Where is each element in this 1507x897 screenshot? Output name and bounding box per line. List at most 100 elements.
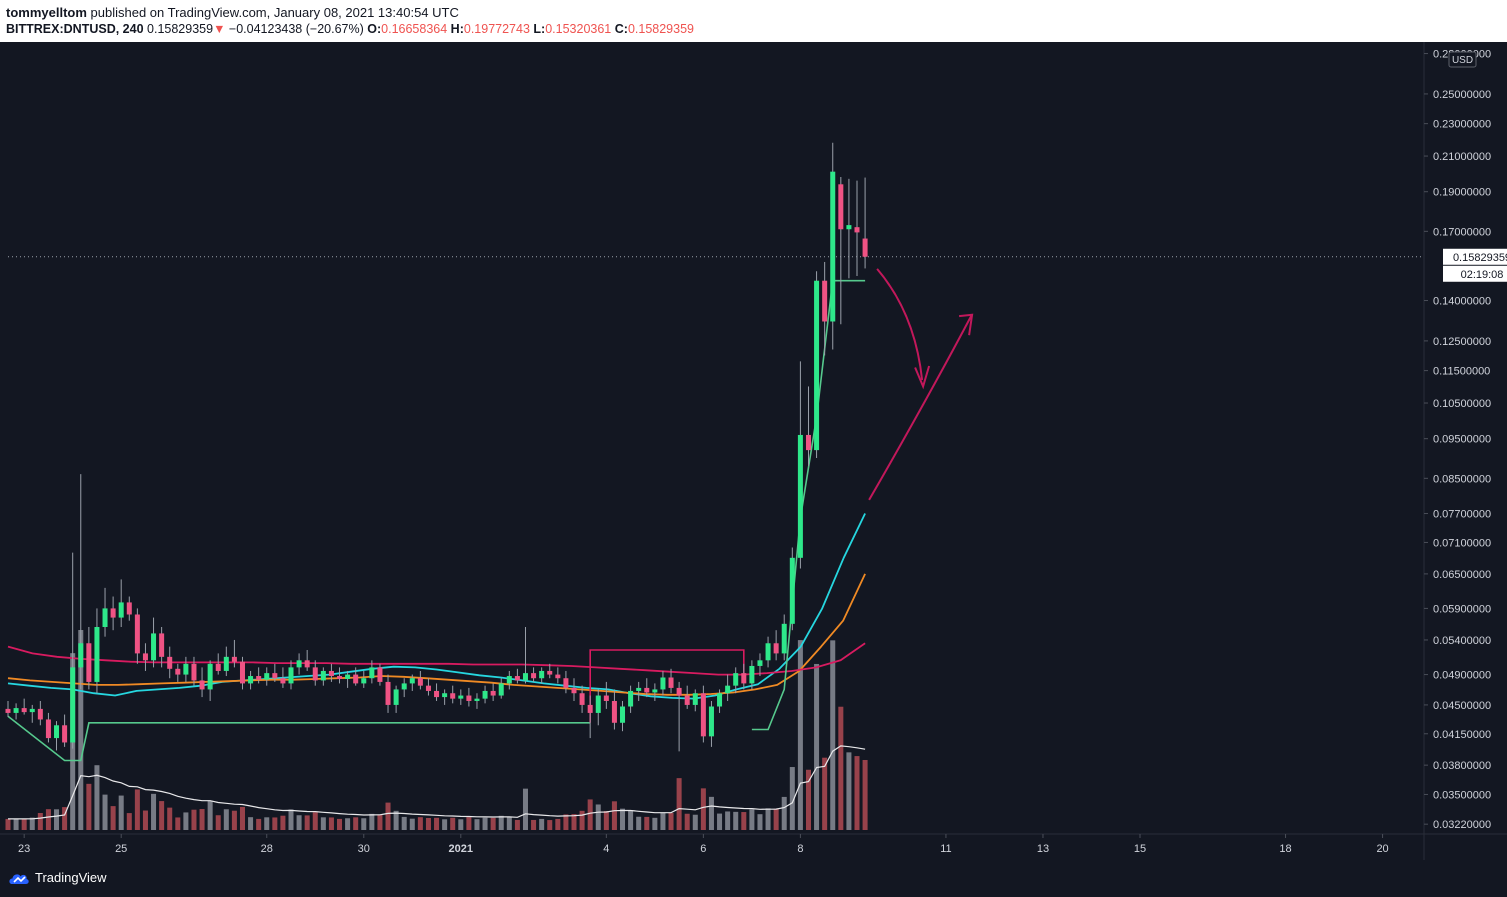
candle[interactable] xyxy=(37,700,43,726)
candle[interactable] xyxy=(571,678,577,701)
candle[interactable] xyxy=(272,663,278,682)
tradingview-logo[interactable]: TradingView xyxy=(8,870,107,885)
candle[interactable] xyxy=(62,714,68,747)
candle[interactable] xyxy=(765,636,771,668)
candle[interactable] xyxy=(539,667,545,684)
candle[interactable] xyxy=(490,683,496,701)
candle[interactable] xyxy=(862,177,868,269)
candle[interactable] xyxy=(611,689,617,730)
candle[interactable] xyxy=(296,653,302,675)
candle[interactable] xyxy=(151,617,157,668)
candle[interactable] xyxy=(814,271,820,458)
candle[interactable] xyxy=(142,643,148,671)
candle[interactable] xyxy=(474,693,480,709)
candle[interactable] xyxy=(264,667,270,686)
candle[interactable] xyxy=(482,685,488,704)
candle[interactable] xyxy=(337,667,343,684)
candle[interactable] xyxy=(102,587,108,637)
candle[interactable] xyxy=(668,668,674,694)
candle[interactable] xyxy=(741,663,747,690)
candle[interactable] xyxy=(304,649,310,671)
candle[interactable] xyxy=(757,653,763,677)
candle[interactable] xyxy=(78,474,84,690)
candle[interactable] xyxy=(94,608,100,694)
candle[interactable] xyxy=(676,681,682,752)
candle[interactable] xyxy=(134,608,140,664)
candle[interactable] xyxy=(603,681,609,709)
candle[interactable] xyxy=(353,667,359,686)
candle[interactable] xyxy=(409,674,415,691)
candle[interactable] xyxy=(660,670,666,696)
candle[interactable] xyxy=(110,596,116,631)
candle[interactable] xyxy=(797,361,803,569)
candle[interactable] xyxy=(223,646,229,677)
candle[interactable] xyxy=(207,660,213,701)
candle[interactable] xyxy=(369,660,375,684)
candle[interactable] xyxy=(215,653,221,675)
candle[interactable] xyxy=(417,670,423,690)
candle[interactable] xyxy=(644,678,650,698)
candle[interactable] xyxy=(118,579,124,627)
candle[interactable] xyxy=(620,700,626,732)
candle[interactable] xyxy=(717,689,723,713)
candle[interactable] xyxy=(159,626,165,668)
candle[interactable] xyxy=(385,674,391,713)
candle[interactable] xyxy=(288,660,294,690)
candle[interactable] xyxy=(450,685,456,704)
candle[interactable] xyxy=(312,660,318,686)
candle[interactable] xyxy=(70,552,76,749)
candle[interactable] xyxy=(425,678,431,696)
candle[interactable] xyxy=(522,626,528,684)
candle[interactable] xyxy=(805,386,811,466)
candle[interactable] xyxy=(377,663,383,686)
candle[interactable] xyxy=(345,670,351,688)
candle[interactable] xyxy=(256,667,262,684)
chart-area[interactable]: 0.280000000.250000000.230000000.21000000… xyxy=(0,42,1507,860)
candle[interactable] xyxy=(547,663,553,679)
candle[interactable] xyxy=(328,663,334,682)
candle[interactable] xyxy=(506,670,512,690)
candle[interactable] xyxy=(86,626,92,690)
candle[interactable] xyxy=(401,678,407,698)
candle[interactable] xyxy=(563,670,569,694)
candle[interactable] xyxy=(749,660,755,690)
candle[interactable] xyxy=(684,685,690,709)
candle[interactable] xyxy=(126,596,132,621)
candle[interactable] xyxy=(183,656,189,682)
candle[interactable] xyxy=(636,681,642,701)
candle[interactable] xyxy=(191,656,197,686)
candle[interactable] xyxy=(29,704,35,723)
candle[interactable] xyxy=(579,685,585,713)
candle[interactable] xyxy=(434,683,440,701)
candle[interactable] xyxy=(45,712,51,743)
candle[interactable] xyxy=(5,700,11,717)
candle[interactable] xyxy=(54,721,60,751)
candle[interactable] xyxy=(628,685,634,713)
candle[interactable] xyxy=(167,646,173,679)
candle[interactable] xyxy=(21,698,27,715)
candle[interactable] xyxy=(248,670,254,690)
candle[interactable] xyxy=(361,670,367,688)
candle[interactable] xyxy=(175,663,181,682)
candle[interactable] xyxy=(466,687,472,707)
candle[interactable] xyxy=(587,695,593,739)
candle[interactable] xyxy=(13,703,19,720)
candle[interactable] xyxy=(838,177,844,325)
candle[interactable] xyxy=(514,668,520,684)
price-axis[interactable]: 0.280000000.250000000.230000000.21000000… xyxy=(1424,49,1507,832)
candle[interactable] xyxy=(442,689,448,705)
candlestick-chart[interactable]: 0.280000000.250000000.230000000.21000000… xyxy=(0,42,1507,860)
candle[interactable] xyxy=(199,667,205,698)
candle[interactable] xyxy=(781,614,787,661)
candle[interactable] xyxy=(854,180,860,276)
candle[interactable] xyxy=(822,261,828,356)
candle[interactable] xyxy=(725,674,731,701)
candle[interactable] xyxy=(708,700,714,747)
candle[interactable] xyxy=(555,667,561,684)
candle[interactable] xyxy=(652,683,658,701)
candle[interactable] xyxy=(320,667,326,686)
candle[interactable] xyxy=(239,656,245,690)
author-name[interactable]: tommyelltom xyxy=(6,5,87,20)
time-axis[interactable]: 23 25 28 30 2021 4 6 8 11 13 15 18 20 xyxy=(18,834,1389,855)
candle[interactable] xyxy=(733,667,739,694)
